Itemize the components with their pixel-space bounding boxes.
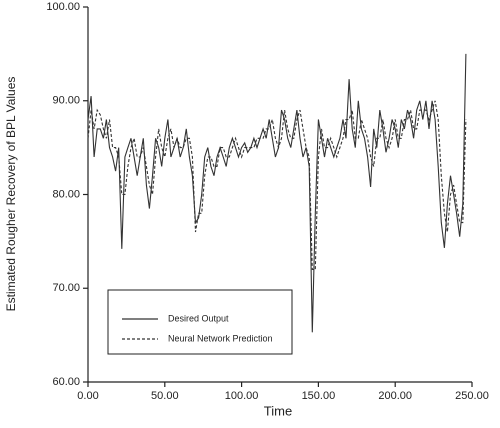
x-tick-label: 150.00 bbox=[302, 390, 336, 402]
x-tick-label: 100.00 bbox=[225, 390, 259, 402]
data-line bbox=[87, 100, 467, 271]
y-tick-label: 70.00 bbox=[52, 282, 80, 294]
y-tick-label: 80.00 bbox=[52, 188, 80, 200]
legend-label: Desired Output bbox=[168, 313, 229, 323]
y-tick-label: 90.00 bbox=[52, 95, 80, 107]
legend-box bbox=[107, 289, 293, 355]
x-tick-label: 50.00 bbox=[151, 390, 179, 402]
y-tick-label: 60.00 bbox=[52, 376, 80, 388]
x-tick-label: 250.00 bbox=[455, 390, 489, 402]
y-axis-label: Estimated Rougher Recovery of BPL Values bbox=[4, 77, 18, 312]
data-line bbox=[87, 53, 467, 333]
legend-label: Neural Network Prediction bbox=[168, 333, 273, 343]
x-tick-label: 200.00 bbox=[378, 390, 412, 402]
y-tick-label: 100.00 bbox=[46, 1, 80, 13]
x-axis-label: Time bbox=[264, 403, 292, 418]
x-tick-label: 0.00 bbox=[77, 390, 98, 402]
